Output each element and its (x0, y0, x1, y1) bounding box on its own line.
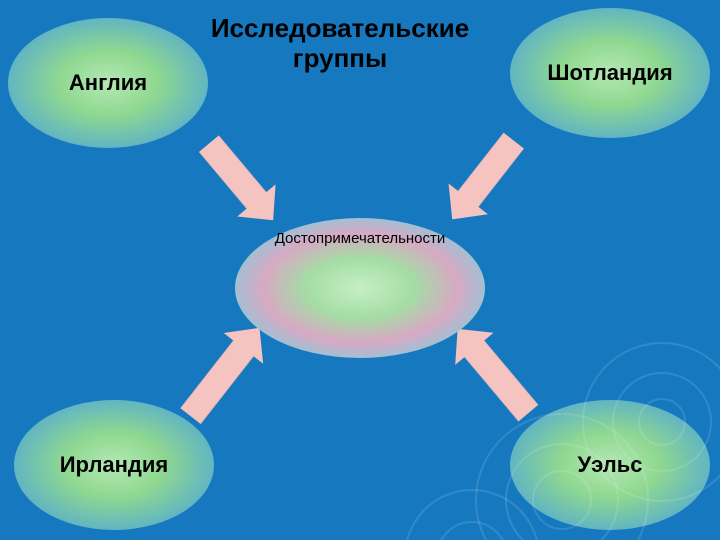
node-center-label: Достопримечательности (275, 230, 446, 247)
node-scotland: Шотландия (510, 8, 710, 138)
title-line-1: Исследовательские (211, 13, 469, 43)
node-england-label: Англия (69, 70, 147, 96)
node-england: Англия (8, 18, 208, 148)
node-center-sights: Достопримечательности (235, 218, 485, 358)
node-ireland: Ирландия (14, 400, 214, 530)
node-wales: Уэльс (510, 400, 710, 530)
arrow-tr (433, 125, 534, 235)
diagram-stage: Исследовательские группы Англия Шотланди… (0, 0, 720, 540)
node-ireland-label: Ирландия (60, 452, 169, 478)
ripple (436, 521, 508, 540)
arrow-tl (190, 128, 293, 237)
node-wales-label: Уэльс (577, 452, 642, 478)
diagram-title: Исследовательские группы (200, 14, 480, 74)
ripple (404, 489, 540, 540)
title-line-2: группы (293, 43, 387, 73)
node-scotland-label: Шотландия (547, 60, 672, 86)
